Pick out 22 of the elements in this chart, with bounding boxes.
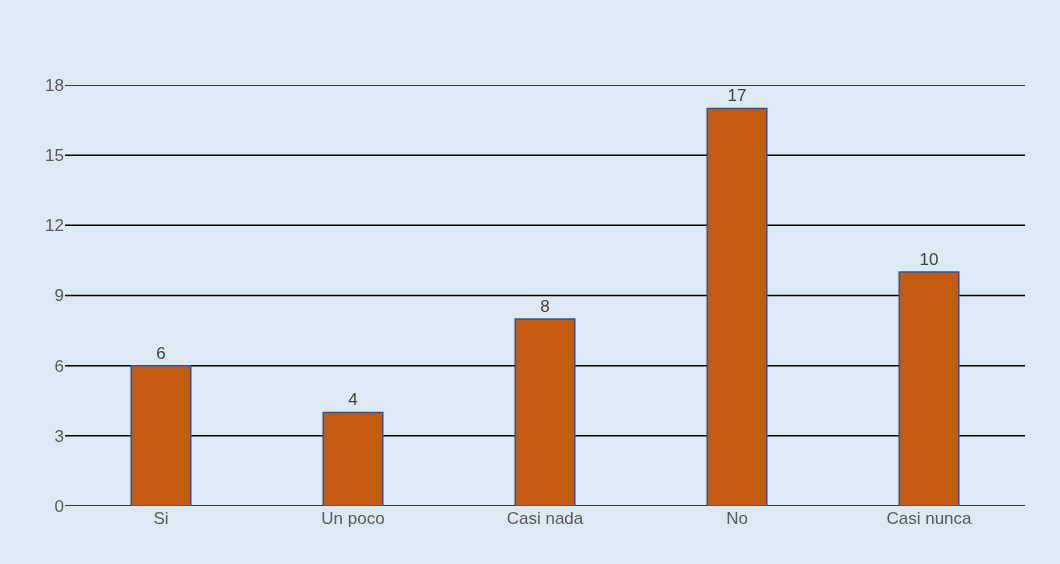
bar: [514, 318, 576, 506]
bar: [706, 107, 768, 506]
x-tick-label: Casi nada: [506, 509, 584, 528]
y-tick-label: 9: [54, 286, 64, 306]
x-tick-label: Si: [153, 509, 169, 528]
bar: [898, 271, 960, 506]
y-tick-label: 3: [54, 426, 64, 446]
x-tick-label: Un poco: [321, 509, 385, 528]
y-tick-label: 18: [45, 75, 64, 95]
bar: [322, 411, 384, 506]
y-tick-label: 12: [45, 216, 64, 236]
data-label: 4: [348, 390, 358, 410]
bar: [130, 364, 192, 506]
x-tick-label: No: [726, 509, 748, 528]
data-label: 10: [919, 250, 939, 270]
y-tick-label: 6: [54, 356, 64, 376]
x-tick-label: Casi nunca: [886, 509, 973, 528]
y-tick-label: 15: [45, 146, 64, 166]
data-label: 6: [156, 343, 166, 363]
data-label: 8: [540, 296, 550, 316]
y-tick-label: 0: [54, 496, 64, 516]
data-label: 17: [727, 86, 747, 106]
